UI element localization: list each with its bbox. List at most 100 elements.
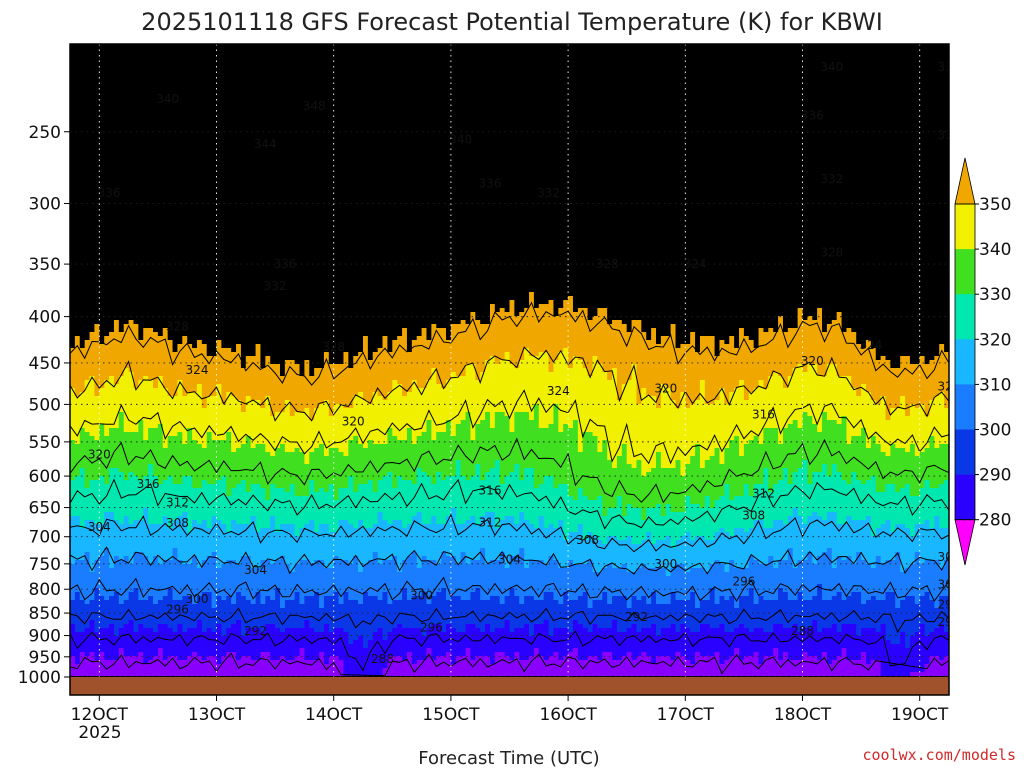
- band-cell-4461: [206, 80, 213, 85]
- band-cell-881: [94, 388, 100, 393]
- band-cell-2978: [157, 508, 164, 513]
- band-cell-510: [84, 176, 91, 181]
- band-cell-805: [94, 84, 100, 89]
- band-cell-2350: [138, 540, 144, 545]
- band-cell-1972: [128, 300, 135, 305]
- band-cell-2773: [153, 324, 159, 329]
- band-cell-3415: [172, 348, 179, 353]
- band-cell-401: [79, 376, 86, 381]
- band-cell-3367: [172, 156, 179, 161]
- band-cell-3425: [172, 388, 179, 393]
- band-cell-2323: [138, 432, 144, 437]
- band-cell-3213: [167, 176, 174, 181]
- band-cell-4617: [211, 68, 218, 73]
- band-cell-1615: [118, 144, 125, 149]
- band-cell-2493: [143, 476, 149, 481]
- band-cell-3383: [172, 220, 179, 225]
- band-cell-3165: [162, 620, 169, 625]
- band-cell-726: [89, 404, 96, 409]
- band-cell-4472: [206, 124, 213, 129]
- band-cell-1119: [104, 68, 110, 73]
- band-cell-2471: [143, 388, 149, 393]
- band-cell-2649: [148, 464, 154, 469]
- band-cell-1737: [118, 632, 125, 637]
- band-cell-1967: [128, 280, 135, 285]
- band-cell-2417: [143, 172, 149, 177]
- band-cell-1443: [113, 92, 120, 97]
- band-cell-4792: [216, 132, 222, 137]
- band-cell-1473: [113, 212, 120, 217]
- band-cell-459: [79, 608, 86, 613]
- band-cell-2596: [148, 252, 154, 257]
- band-cell-2695: [148, 648, 154, 653]
- band-cell-3039: [162, 116, 169, 121]
- band-cell-824: [94, 160, 100, 165]
- band-cell-2109: [133, 212, 139, 217]
- band-cell-2995: [157, 576, 164, 581]
- band-cell-1934: [128, 148, 135, 153]
- band-cell-4379: [201, 388, 208, 393]
- band-cell-3893: [187, 352, 193, 357]
- band-cell-2853: [153, 644, 159, 649]
- band-cell-3241: [167, 288, 174, 293]
- band-cell-2393: [143, 76, 149, 81]
- band-cell-4148: [196, 100, 203, 105]
- band-cell-2456: [143, 328, 149, 333]
- band-cell-2385: [143, 44, 149, 49]
- band-cell-102: [70, 452, 76, 457]
- band-cell-2690: [148, 628, 154, 633]
- band-cell-1965: [128, 272, 135, 277]
- band-cell-1367: [109, 424, 115, 429]
- band-cell-48: [70, 236, 76, 241]
- band-cell-4503: [206, 248, 213, 253]
- band-cell-1256: [104, 616, 110, 621]
- band-cell-2009: [128, 448, 135, 453]
- band-cell-2594: [148, 244, 154, 249]
- band-cell-4649: [211, 196, 218, 201]
- band-cell-2035: [128, 552, 135, 557]
- band-cell-2737: [153, 180, 159, 185]
- band-cell-608: [84, 568, 91, 573]
- band-cell-2803: [153, 444, 159, 449]
- band-cell-2569: [148, 144, 154, 149]
- band-cell-4729: [211, 516, 218, 521]
- band-cell-3880: [187, 300, 193, 305]
- band-cell-1288: [109, 108, 115, 113]
- band-cell-4227: [196, 416, 203, 421]
- band-cell-1978: [128, 324, 135, 329]
- band-cell-1882: [123, 576, 130, 581]
- band-cell-4768: [211, 672, 218, 677]
- band-cell-2547: [148, 56, 154, 61]
- band-cell-1930: [128, 132, 135, 137]
- band-cell-1611: [118, 128, 125, 133]
- band-cell-3671: [182, 100, 188, 105]
- band-cell-4487: [206, 184, 213, 189]
- band-cell-1375: [109, 456, 115, 461]
- band-cell-126: [70, 548, 76, 553]
- band-cell-1164: [104, 248, 110, 253]
- band-cell-471: [79, 656, 86, 661]
- band-cell-1914: [128, 68, 135, 73]
- band-cell-765: [89, 560, 96, 565]
- band-cell-2686: [148, 612, 154, 617]
- band-cell-3101: [162, 364, 169, 369]
- band-cell-3708: [182, 248, 188, 253]
- band-cell-1203: [104, 404, 110, 409]
- band-cell-4415: [201, 532, 208, 537]
- band-cell-1320: [109, 236, 115, 241]
- band-cell-100: [70, 444, 76, 449]
- band-cell-404: [79, 388, 86, 393]
- band-cell-3170: [162, 640, 169, 645]
- band-cell-4186: [196, 252, 203, 257]
- band-cell-1900: [123, 648, 130, 653]
- band-cell-2829: [153, 548, 159, 553]
- band-cell-1278: [109, 68, 115, 73]
- band-cell-3695: [182, 196, 188, 201]
- band-cell-1668: [118, 356, 125, 361]
- band-cell-2302: [138, 348, 144, 353]
- band-cell-191: [74, 172, 81, 177]
- band-cell-618: [84, 608, 91, 613]
- band-cell-4611: [211, 44, 218, 49]
- band-cell-157: [70, 672, 76, 677]
- band-cell-1671: [118, 368, 125, 373]
